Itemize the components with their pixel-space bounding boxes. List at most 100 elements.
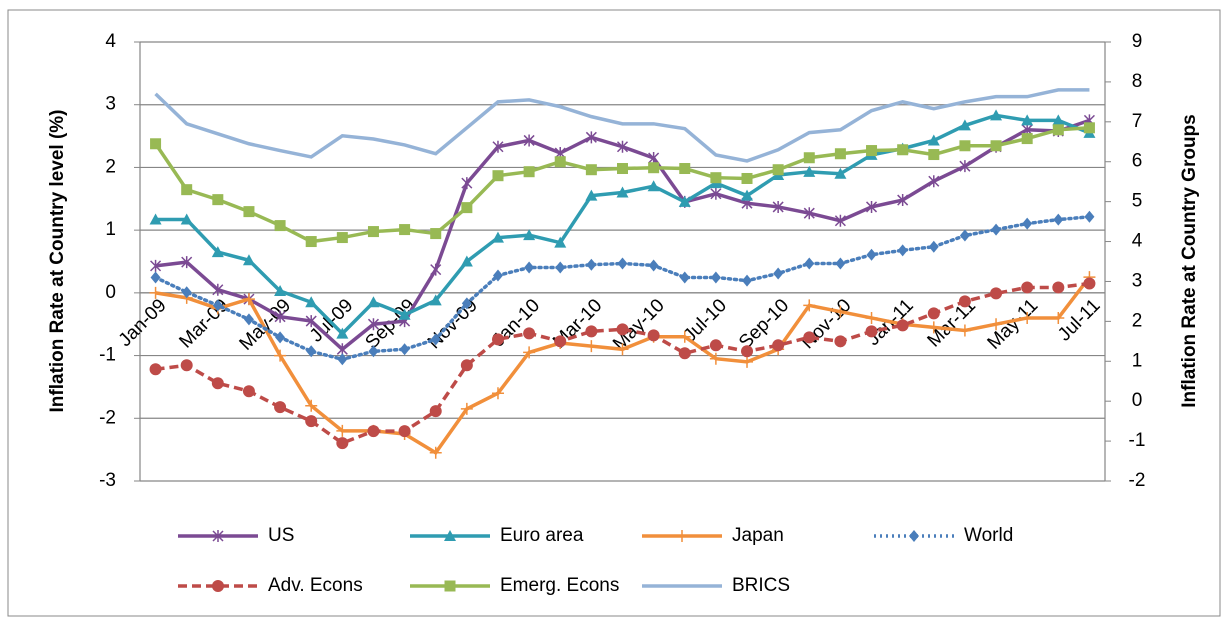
marker <box>523 134 535 147</box>
marker <box>430 333 441 346</box>
x-tick-label: Jul-11 <box>1054 295 1104 345</box>
y-tick-label: 2 <box>105 156 116 177</box>
marker <box>150 259 162 272</box>
marker <box>678 330 691 343</box>
marker <box>772 164 784 176</box>
marker <box>461 202 473 214</box>
marker <box>927 134 940 146</box>
marker <box>1052 124 1064 136</box>
marker <box>616 186 629 198</box>
marker <box>928 240 939 253</box>
marker <box>959 140 971 152</box>
marker <box>958 295 971 308</box>
marker <box>305 415 318 428</box>
marker <box>928 175 940 188</box>
marker <box>710 271 721 284</box>
y2-tick-label: 7 <box>1132 111 1143 132</box>
marker <box>866 248 877 261</box>
marker <box>491 387 504 400</box>
marker <box>990 109 1003 121</box>
marker <box>211 377 224 390</box>
marker <box>616 140 629 153</box>
marker <box>741 172 753 184</box>
y2-axis-label: Inflation Rate at Country Groups <box>1179 114 1200 407</box>
series <box>149 109 1096 339</box>
marker <box>523 327 536 340</box>
marker <box>927 321 940 334</box>
marker <box>1022 217 1033 230</box>
marker <box>461 177 473 190</box>
marker <box>585 131 597 144</box>
marker <box>336 424 349 437</box>
marker <box>958 119 971 131</box>
marker <box>585 164 597 176</box>
marker <box>803 152 815 164</box>
marker <box>586 258 597 271</box>
marker <box>305 399 318 412</box>
marker <box>585 325 598 338</box>
marker <box>835 257 846 270</box>
marker <box>492 140 504 153</box>
marker <box>647 329 660 342</box>
marker <box>306 345 317 358</box>
marker <box>149 213 162 225</box>
marker <box>1052 281 1065 294</box>
series <box>149 277 1096 450</box>
legend-marker <box>212 580 224 592</box>
line <box>155 281 1090 446</box>
marker <box>336 437 349 450</box>
marker <box>492 170 504 182</box>
marker <box>803 165 816 177</box>
marker <box>212 194 224 206</box>
marker <box>367 296 380 308</box>
marker <box>367 226 379 238</box>
marker <box>648 259 659 272</box>
marker <box>585 189 598 201</box>
marker <box>337 353 348 366</box>
marker <box>242 254 255 266</box>
marker <box>1021 311 1034 324</box>
legend-marker <box>676 530 688 542</box>
series <box>154 88 1090 163</box>
marker <box>242 293 255 306</box>
marker <box>368 345 379 358</box>
marker <box>990 318 1003 331</box>
marker <box>772 339 785 352</box>
marker <box>741 189 754 201</box>
y-axis-label: Inflation Rate at Country level (%) <box>47 110 68 413</box>
marker <box>460 402 473 415</box>
marker <box>1021 133 1033 145</box>
marker <box>181 286 192 299</box>
marker <box>430 228 442 240</box>
marker <box>398 308 411 320</box>
marker <box>212 283 224 296</box>
marker <box>243 313 254 326</box>
marker <box>461 297 472 310</box>
marker <box>742 274 753 287</box>
marker <box>305 315 317 328</box>
legend-label: Japan <box>732 525 784 546</box>
marker <box>491 231 504 243</box>
y-tick-label: 3 <box>105 94 116 115</box>
marker <box>243 206 255 218</box>
marker <box>710 187 722 200</box>
y2-tick-label: 2 <box>1132 310 1143 331</box>
marker <box>897 194 909 207</box>
marker <box>865 325 878 338</box>
marker <box>305 236 317 248</box>
marker <box>865 311 878 324</box>
marker <box>305 296 318 308</box>
marker <box>803 331 816 344</box>
legend-marker <box>444 580 456 592</box>
marker <box>212 299 223 312</box>
marker <box>991 223 1002 236</box>
marker <box>773 267 784 280</box>
marker <box>803 207 815 220</box>
marker <box>460 255 473 267</box>
y-tick-label: 0 <box>105 282 116 303</box>
marker <box>274 220 286 232</box>
marker <box>834 305 847 318</box>
marker <box>709 352 722 365</box>
marker <box>928 149 940 161</box>
legend-label: Adv. Econs <box>268 575 363 596</box>
